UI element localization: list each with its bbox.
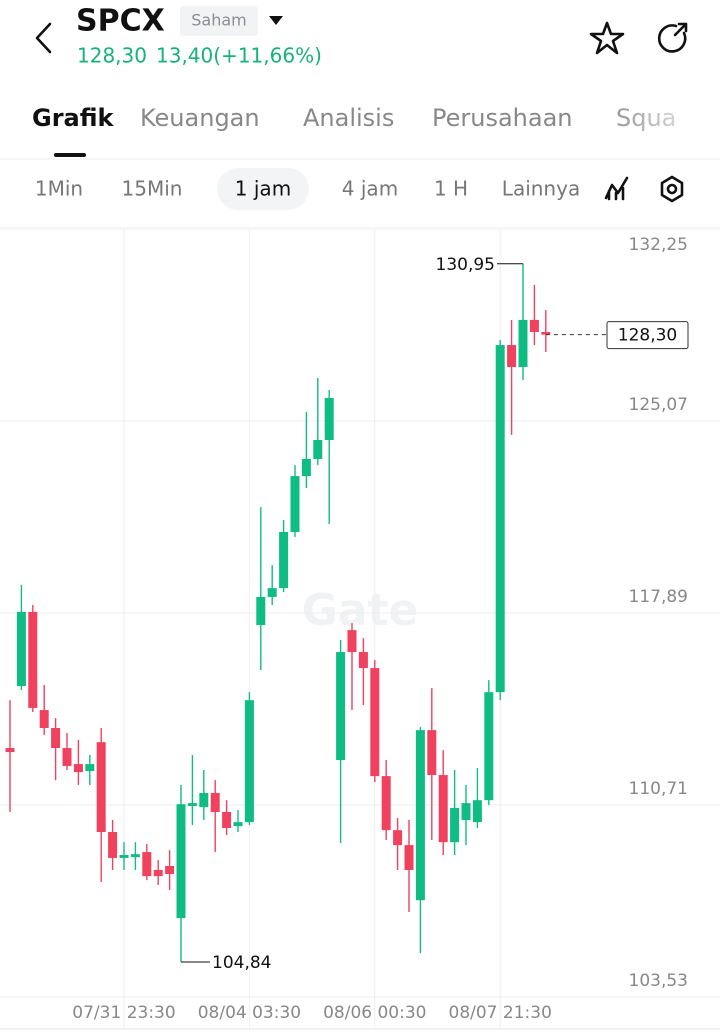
candle-body bbox=[108, 832, 118, 858]
candle-body bbox=[461, 803, 471, 820]
candle-body bbox=[427, 730, 437, 776]
candle-body bbox=[210, 792, 220, 812]
interval[interactable]: 1 H bbox=[434, 177, 468, 201]
interval[interactable]: 1Min bbox=[35, 177, 83, 201]
candle-body bbox=[267, 588, 277, 597]
candle-body bbox=[336, 652, 346, 761]
x-tick-label: 08/06 00:30 bbox=[323, 1003, 426, 1023]
candle-body bbox=[347, 630, 357, 653]
tab-indicator bbox=[54, 153, 86, 157]
x-tick-label: 07/31 23:30 bbox=[72, 1003, 175, 1023]
price: 128,30 bbox=[77, 44, 147, 68]
candle-body bbox=[85, 764, 95, 772]
candle-body bbox=[62, 748, 72, 766]
share[interactable] bbox=[657, 22, 688, 53]
interval[interactable]: 1 jam bbox=[235, 177, 291, 201]
candle-body bbox=[381, 776, 391, 831]
candle-body bbox=[28, 611, 38, 708]
candle-body bbox=[438, 775, 448, 843]
indicator-icon[interactable] bbox=[604, 176, 629, 201]
tab[interactable]: Analisis bbox=[303, 104, 394, 132]
candle-body bbox=[324, 398, 334, 440]
candle-body bbox=[51, 727, 61, 749]
candle-body bbox=[495, 345, 505, 693]
tab-fade bbox=[600, 96, 720, 140]
settings-dot bbox=[666, 183, 678, 195]
candle-body bbox=[484, 692, 494, 801]
tabs: GrafikKeuanganAnalisisPerusahaanSqua bbox=[32, 104, 676, 132]
chart: 132,25 125,07 117,89 110,71 103,53 07/31 23:3… bbox=[0, 229, 720, 1029]
settings-icon[interactable] bbox=[660, 175, 684, 203]
badge: Saham bbox=[191, 11, 247, 30]
candle-body bbox=[176, 804, 186, 919]
candle-body bbox=[244, 700, 254, 823]
candle-body bbox=[290, 476, 300, 532]
candle-body bbox=[142, 852, 152, 877]
candle-body bbox=[199, 792, 209, 808]
candle-body bbox=[415, 730, 425, 901]
candle-body bbox=[153, 869, 163, 877]
y-tick-label: 110,71 bbox=[629, 779, 688, 799]
candle-body bbox=[5, 748, 15, 753]
favorite[interactable] bbox=[589, 21, 625, 55]
candle-body bbox=[393, 830, 403, 846]
candle-body bbox=[130, 854, 140, 858]
candle-body bbox=[404, 845, 414, 870]
candle-body bbox=[165, 865, 175, 874]
candle-body bbox=[313, 439, 323, 459]
candle-body bbox=[73, 764, 83, 773]
interval-pill bbox=[217, 168, 309, 210]
candle-body bbox=[370, 668, 380, 777]
candle-body bbox=[96, 742, 106, 833]
candle-body bbox=[518, 319, 528, 367]
candle-body bbox=[119, 855, 129, 858]
y-tick-label: 117,89 bbox=[629, 587, 688, 607]
y-tick-label: 103,53 bbox=[629, 971, 688, 991]
interval[interactable]: Lainnya bbox=[502, 177, 580, 201]
tab[interactable]: Keuangan bbox=[140, 104, 260, 132]
candle-body bbox=[16, 611, 26, 687]
intervals: 1Min 15Min 1 jam 4 jam 1 H Lainnya bbox=[35, 177, 580, 201]
x-tick-label: 08/07 21:30 bbox=[449, 1003, 552, 1023]
candle-body bbox=[279, 531, 289, 589]
last-price-label: 128,30 bbox=[618, 326, 677, 346]
candle-body bbox=[233, 822, 243, 827]
symbol: SPCX bbox=[76, 4, 165, 39]
last-price-box bbox=[606, 321, 689, 350]
back-button[interactable] bbox=[35, 22, 52, 54]
candle-body bbox=[301, 458, 311, 477]
candle-body bbox=[529, 319, 539, 332]
candle-body bbox=[472, 800, 482, 823]
tab[interactable]: Perusahaan bbox=[432, 104, 573, 132]
candle-body bbox=[39, 710, 49, 728]
candle-body bbox=[450, 807, 460, 843]
watermark: Gate bbox=[302, 585, 419, 636]
candle-body bbox=[187, 803, 197, 807]
candle-body bbox=[256, 596, 266, 626]
candle-body bbox=[222, 811, 232, 828]
tab[interactable]: Grafik bbox=[32, 104, 115, 132]
badge-bg bbox=[180, 6, 258, 36]
y-tick-label: 125,07 bbox=[629, 395, 688, 415]
change: 13,40(+11,66%) bbox=[156, 44, 322, 68]
candle-body bbox=[507, 345, 517, 367]
y-tick-label: 132,25 bbox=[629, 235, 688, 255]
candle-body bbox=[358, 652, 368, 669]
dropdown[interactable] bbox=[269, 16, 283, 25]
high-label: 130,95 bbox=[436, 255, 495, 275]
x-tick-label: 08/04 03:30 bbox=[198, 1003, 301, 1023]
interval[interactable]: 4 jam bbox=[342, 177, 398, 201]
interval[interactable]: 15Min bbox=[122, 177, 183, 201]
low-label: 104,84 bbox=[212, 953, 271, 973]
candle-body bbox=[541, 331, 551, 335]
